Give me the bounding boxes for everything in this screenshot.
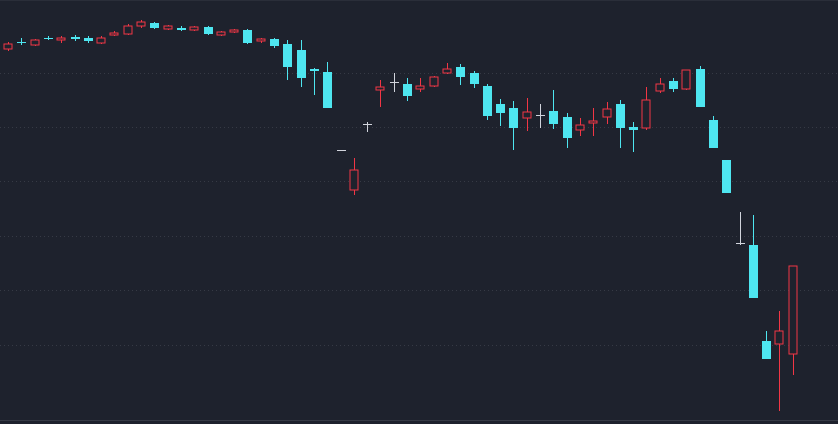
candle-body bbox=[403, 84, 412, 96]
candle-body bbox=[588, 120, 598, 124]
candle-body bbox=[641, 99, 651, 129]
candle-body bbox=[602, 108, 612, 118]
candle-body bbox=[774, 330, 784, 345]
candle-body bbox=[136, 21, 146, 27]
candle-body bbox=[549, 111, 558, 124]
candle-body bbox=[84, 38, 93, 41]
candle-body bbox=[96, 37, 106, 44]
candle-body bbox=[722, 160, 731, 193]
candle-body bbox=[749, 245, 758, 298]
candle-body bbox=[509, 108, 518, 128]
candle-body bbox=[349, 169, 359, 191]
candle-body bbox=[681, 69, 691, 90]
candle-body bbox=[270, 39, 279, 46]
candle-body bbox=[189, 26, 199, 31]
candle-body bbox=[563, 117, 572, 138]
candle-body bbox=[283, 44, 292, 67]
candle-body bbox=[415, 85, 425, 90]
candle-body bbox=[30, 39, 40, 46]
candle-body bbox=[3, 43, 13, 50]
candle-body bbox=[229, 29, 239, 33]
candle-body bbox=[363, 124, 372, 125]
candle-body bbox=[470, 73, 479, 84]
candle-body bbox=[56, 37, 66, 41]
candle-body bbox=[17, 42, 26, 43]
candle-body bbox=[496, 104, 505, 113]
candle-body bbox=[696, 69, 705, 107]
candle-body bbox=[390, 82, 399, 83]
candle-body bbox=[442, 68, 452, 74]
candle-body bbox=[629, 127, 638, 130]
candle-body bbox=[788, 265, 798, 355]
candle-body bbox=[669, 81, 678, 89]
candle-body bbox=[177, 28, 186, 30]
candle-body bbox=[256, 38, 266, 42]
candle-body bbox=[616, 104, 625, 128]
candle-body bbox=[123, 25, 133, 35]
candle-body bbox=[243, 30, 252, 43]
candle-body bbox=[375, 86, 385, 91]
candle-body bbox=[736, 243, 745, 244]
candle-body bbox=[575, 124, 585, 131]
candle-body bbox=[337, 150, 346, 151]
candle-body bbox=[44, 38, 53, 39]
candle-body bbox=[323, 72, 332, 108]
candle-body bbox=[216, 31, 226, 36]
candle-body bbox=[429, 76, 439, 87]
candle-body bbox=[163, 25, 173, 30]
candle-body bbox=[204, 27, 213, 34]
candle-body bbox=[655, 83, 665, 92]
candle-body bbox=[762, 341, 771, 359]
candle-body bbox=[297, 50, 306, 78]
candle-body bbox=[709, 120, 718, 148]
candle-body bbox=[310, 69, 319, 71]
candle-body bbox=[536, 115, 545, 116]
candle-body bbox=[71, 37, 80, 39]
candle-body bbox=[150, 23, 159, 28]
candle-body bbox=[456, 67, 465, 77]
candle-body bbox=[483, 86, 492, 116]
candle-body bbox=[522, 111, 532, 119]
candle-body bbox=[109, 32, 119, 36]
